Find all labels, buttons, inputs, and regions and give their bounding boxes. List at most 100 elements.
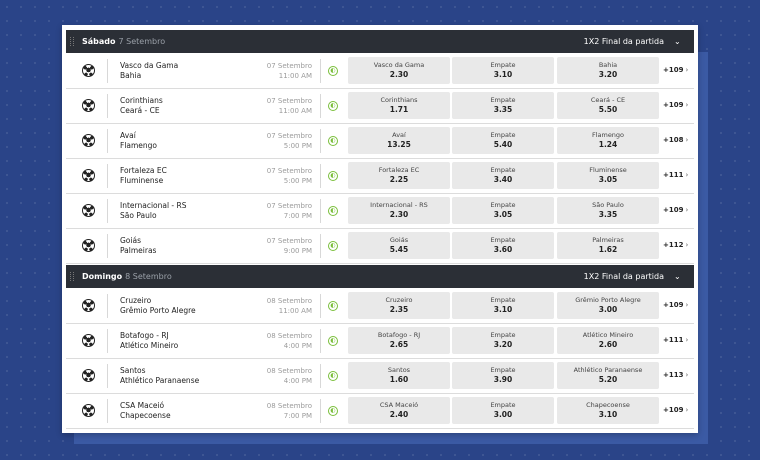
odd-draw-button[interactable]: Empate 3.35 bbox=[452, 92, 554, 119]
match-row[interactable]: Corinthians Ceará - CE 07 Setembro 11:00 A… bbox=[66, 89, 694, 124]
section-header-sunday[interactable]: Domingo 8 Setembro 1X2 Final da partida … bbox=[66, 265, 694, 288]
home-team: Santos bbox=[120, 366, 146, 375]
odd-value: 2.35 bbox=[389, 305, 409, 314]
odd-value: 3.60 bbox=[493, 245, 513, 254]
odd-home-button[interactable]: Botafogo - RJ 2.65 bbox=[348, 327, 450, 354]
soccer-ball-icon bbox=[82, 299, 95, 312]
soccer-ball-icon bbox=[82, 239, 95, 252]
drag-handle-icon[interactable] bbox=[66, 265, 78, 288]
odd-away-button[interactable]: São Paulo 3.35 bbox=[557, 197, 659, 224]
odd-label: Atlético Mineiro bbox=[582, 331, 634, 339]
home-team: Avaí bbox=[120, 131, 136, 140]
divider bbox=[320, 364, 321, 388]
match-time: 4:00 PM bbox=[283, 342, 312, 350]
odd-away-button[interactable]: Flamengo 1.24 bbox=[557, 127, 659, 154]
teams[interactable]: Avaí Flamengo bbox=[120, 131, 157, 151]
teams[interactable]: Botafogo - RJ Atlético Mineiro bbox=[120, 331, 178, 351]
chevron-right-icon: › bbox=[685, 136, 689, 144]
odd-draw-button[interactable]: Empate 3.40 bbox=[452, 162, 554, 189]
teams[interactable]: Corinthians Ceará - CE bbox=[120, 96, 163, 116]
odd-draw-button[interactable]: Empate 3.20 bbox=[452, 327, 554, 354]
live-stats-icon[interactable]: ◐ bbox=[328, 406, 338, 416]
odd-away-button[interactable]: Fluminense 3.05 bbox=[557, 162, 659, 189]
more-markets-link[interactable]: +109 › bbox=[663, 66, 688, 74]
odd-home-button[interactable]: Vasco da Gama 2.30 bbox=[348, 57, 450, 84]
match-row[interactable]: Vasco da Gama Bahia 07 Setembro 11:00 AM ◐… bbox=[66, 54, 694, 89]
more-markets-link[interactable]: +111 › bbox=[663, 336, 688, 344]
section-date: 7 Setembro bbox=[118, 37, 166, 46]
home-team: Goiás bbox=[120, 236, 141, 245]
odd-draw-button[interactable]: Empate 3.10 bbox=[452, 57, 554, 84]
live-stats-icon[interactable]: ◐ bbox=[328, 241, 338, 251]
odd-away-button[interactable]: Ceará - CE 5.50 bbox=[557, 92, 659, 119]
home-team: Internacional - RS bbox=[120, 201, 187, 210]
odd-draw-button[interactable]: Empate 3.05 bbox=[452, 197, 554, 224]
teams[interactable]: Vasco da Gama Bahia bbox=[120, 61, 178, 81]
more-markets-link[interactable]: +113 › bbox=[663, 371, 688, 379]
odd-home-button[interactable]: Goiás 5.45 bbox=[348, 232, 450, 259]
odd-away-button[interactable]: Athlético Paranaense 5.20 bbox=[557, 362, 659, 389]
more-markets-count: +112 bbox=[663, 241, 684, 249]
odd-draw-button[interactable]: Empate 5.40 bbox=[452, 127, 554, 154]
live-stats-icon[interactable]: ◐ bbox=[328, 371, 338, 381]
odd-away-button[interactable]: Palmeiras 1.62 bbox=[557, 232, 659, 259]
more-markets-link[interactable]: +109 › bbox=[663, 301, 688, 309]
teams[interactable]: Goiás Palmeiras bbox=[120, 236, 156, 256]
match-time: 7:00 PM bbox=[283, 212, 312, 220]
more-markets-link[interactable]: +112 › bbox=[663, 241, 688, 249]
more-markets-link[interactable]: +108 › bbox=[663, 136, 688, 144]
odd-home-button[interactable]: Cruzeiro 2.35 bbox=[348, 292, 450, 319]
drag-handle-icon[interactable] bbox=[66, 30, 78, 53]
more-markets-link[interactable]: +109 › bbox=[663, 206, 688, 214]
odd-value: 5.40 bbox=[493, 140, 513, 149]
live-stats-icon[interactable]: ◐ bbox=[328, 301, 338, 311]
match-row[interactable]: Cruzeiro Grêmio Porto Alegre 08 Setembro 1… bbox=[66, 289, 694, 324]
odd-label: Empate bbox=[490, 166, 516, 174]
odd-home-button[interactable]: Santos 1.60 bbox=[348, 362, 450, 389]
live-stats-icon[interactable]: ◐ bbox=[328, 336, 338, 346]
match-row[interactable]: Botafogo - RJ Atlético Mineiro 08 Setembr… bbox=[66, 324, 694, 359]
match-datetime: 08 Setembro 4:00 PM bbox=[252, 366, 312, 386]
live-stats-icon[interactable]: ◐ bbox=[328, 206, 338, 216]
odd-draw-button[interactable]: Empate 3.60 bbox=[452, 232, 554, 259]
odd-home-button[interactable]: Corinthians 1.71 bbox=[348, 92, 450, 119]
match-row[interactable]: Fortaleza EC Fluminense 07 Setembro 5:00 P… bbox=[66, 159, 694, 194]
odd-value: 3.20 bbox=[598, 70, 618, 79]
section-header-saturday[interactable]: Sábado 7 Setembro 1X2 Final da partida ⌄ bbox=[66, 30, 694, 53]
chevron-down-icon[interactable]: ⌄ bbox=[674, 37, 681, 46]
odd-value: 3.05 bbox=[598, 175, 618, 184]
teams[interactable]: Cruzeiro Grêmio Porto Alegre bbox=[120, 296, 196, 316]
chevron-down-icon[interactable]: ⌄ bbox=[674, 272, 681, 281]
live-stats-icon[interactable]: ◐ bbox=[328, 66, 338, 76]
odd-away-button[interactable]: Grêmio Porto Alegre 3.00 bbox=[557, 292, 659, 319]
more-markets-link[interactable]: +109 › bbox=[663, 101, 688, 109]
live-stats-icon[interactable]: ◐ bbox=[328, 136, 338, 146]
odd-away-button[interactable]: Atlético Mineiro 2.60 bbox=[557, 327, 659, 354]
odd-draw-button[interactable]: Empate 3.10 bbox=[452, 292, 554, 319]
more-markets-link[interactable]: +109 › bbox=[663, 406, 688, 414]
odd-value: 1.60 bbox=[389, 375, 409, 384]
odd-label: Empate bbox=[490, 366, 516, 374]
match-row[interactable]: CSA Maceió Chapecoense 08 Setembro 7:00 PM… bbox=[66, 394, 694, 429]
odd-home-button[interactable]: CSA Maceió 2.40 bbox=[348, 397, 450, 424]
market-label[interactable]: 1X2 Final da partida bbox=[583, 272, 664, 281]
odd-away-button[interactable]: Bahia 3.20 bbox=[557, 57, 659, 84]
live-stats-icon[interactable]: ◐ bbox=[328, 171, 338, 181]
market-label[interactable]: 1X2 Final da partida bbox=[583, 37, 664, 46]
teams[interactable]: Internacional - RS São Paulo bbox=[120, 201, 187, 221]
odd-home-button[interactable]: Fortaleza EC 2.25 bbox=[348, 162, 450, 189]
match-row[interactable]: Goiás Palmeiras 07 Setembro 9:00 PM ◐ Goiá… bbox=[66, 229, 694, 264]
odd-draw-button[interactable]: Empate 3.00 bbox=[452, 397, 554, 424]
odd-away-button[interactable]: Chapecoense 3.10 bbox=[557, 397, 659, 424]
odd-home-button[interactable]: Avaí 13.25 bbox=[348, 127, 450, 154]
more-markets-link[interactable]: +111 › bbox=[663, 171, 688, 179]
match-row[interactable]: Santos Athlético Paranaense 08 Setembro 4:… bbox=[66, 359, 694, 394]
teams[interactable]: CSA Maceió Chapecoense bbox=[120, 401, 171, 421]
match-row[interactable]: Avaí Flamengo 07 Setembro 5:00 PM ◐ Avaí 13… bbox=[66, 124, 694, 159]
odd-home-button[interactable]: Internacional - RS 2.30 bbox=[348, 197, 450, 224]
match-row[interactable]: Internacional - RS São Paulo 07 Setembro 7… bbox=[66, 194, 694, 229]
live-stats-icon[interactable]: ◐ bbox=[328, 101, 338, 111]
teams[interactable]: Santos Athlético Paranaense bbox=[120, 366, 199, 386]
odd-draw-button[interactable]: Empate 3.90 bbox=[452, 362, 554, 389]
teams[interactable]: Fortaleza EC Fluminense bbox=[120, 166, 167, 186]
